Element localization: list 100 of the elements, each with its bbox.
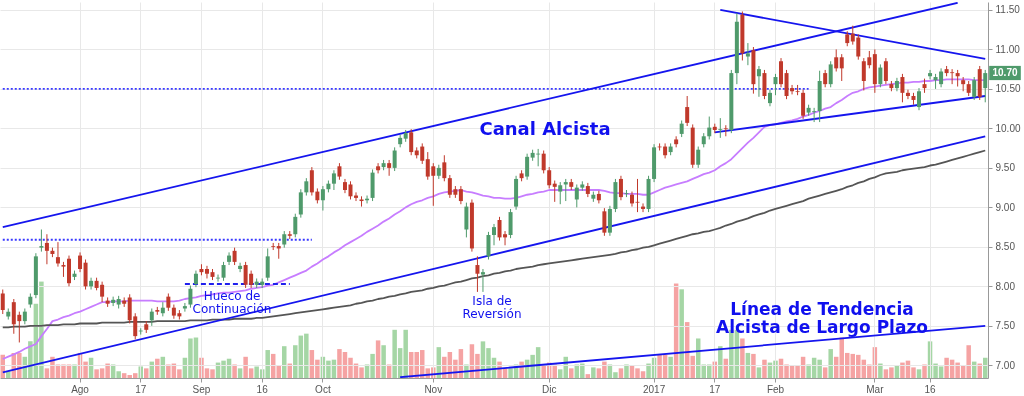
candlestick bbox=[878, 63, 883, 88]
x-tick-label: 16 bbox=[256, 383, 269, 395]
candlestick bbox=[89, 277, 94, 291]
candlestick bbox=[773, 73, 778, 96]
candlestick bbox=[894, 77, 899, 92]
candlestick bbox=[663, 142, 668, 159]
annotation: Línea de Tendencia Alcista de Largo Plazo bbox=[716, 299, 928, 337]
candlestick bbox=[221, 261, 226, 282]
bar bbox=[282, 346, 287, 378]
x-tick-label: Sep bbox=[192, 383, 211, 395]
candlestick bbox=[392, 146, 397, 172]
candlestick bbox=[464, 202, 469, 238]
x-tick-label: 17 bbox=[135, 383, 147, 395]
candlestick bbox=[983, 69, 988, 103]
x-tick-label: 16 bbox=[924, 383, 937, 395]
bar bbox=[922, 364, 927, 378]
bar bbox=[585, 374, 591, 378]
annotation: Canal Alcista bbox=[479, 118, 611, 139]
candlestick bbox=[745, 42, 750, 66]
candlestick bbox=[905, 89, 910, 100]
candlestick bbox=[188, 285, 193, 309]
candlestick bbox=[834, 48, 839, 73]
candlestick bbox=[320, 185, 325, 212]
candlestick bbox=[607, 205, 612, 237]
candlestick bbox=[508, 208, 513, 239]
candlestick bbox=[574, 183, 579, 208]
candlestick bbox=[376, 162, 381, 174]
candlestick bbox=[618, 175, 623, 201]
candlestick bbox=[359, 195, 364, 208]
candlestick bbox=[972, 76, 977, 101]
candlestick bbox=[475, 255, 480, 293]
bar bbox=[878, 363, 883, 378]
candlestick bbox=[492, 223, 496, 246]
candlestick bbox=[917, 87, 922, 111]
bar bbox=[138, 366, 143, 378]
bar bbox=[569, 368, 574, 378]
candlestick bbox=[718, 117, 723, 139]
candlestick bbox=[928, 69, 933, 80]
candlestick bbox=[779, 57, 784, 88]
bar bbox=[232, 364, 237, 378]
candlestick bbox=[707, 116, 712, 140]
candlestick bbox=[883, 57, 888, 85]
text: 10.70 bbox=[992, 67, 1018, 78]
candlestick bbox=[265, 247, 270, 282]
candlestick bbox=[828, 60, 833, 88]
bar bbox=[977, 363, 982, 378]
candlestick bbox=[227, 251, 232, 266]
candlestick bbox=[238, 262, 243, 273]
candlestick bbox=[674, 135, 679, 148]
candlestick bbox=[387, 159, 392, 177]
x-tick-label: Mar bbox=[866, 383, 885, 395]
candlestick bbox=[309, 166, 314, 197]
candlestick bbox=[756, 65, 761, 98]
annotation: Hueco de Continuación bbox=[192, 289, 272, 316]
bar bbox=[618, 368, 624, 378]
candlestick bbox=[558, 181, 563, 205]
candlestick bbox=[0, 289, 5, 315]
candlestick bbox=[596, 190, 601, 204]
bar bbox=[144, 368, 149, 378]
candlestick bbox=[525, 153, 530, 181]
bar bbox=[519, 361, 524, 378]
bar bbox=[740, 338, 745, 378]
candlestick bbox=[204, 265, 209, 279]
bar bbox=[591, 367, 596, 378]
candlestick bbox=[293, 213, 298, 238]
y-tick-label: 10.50 bbox=[995, 83, 1021, 95]
bar bbox=[668, 356, 673, 378]
candlestick bbox=[78, 251, 83, 273]
x-tick-label: 2017 bbox=[642, 383, 666, 395]
bar bbox=[237, 368, 243, 378]
candlestick bbox=[83, 259, 88, 291]
y-tick-label: 11.50 bbox=[995, 4, 1021, 16]
candlestick bbox=[486, 231, 491, 261]
bar bbox=[381, 345, 386, 378]
candlestick bbox=[458, 185, 463, 205]
candlestick bbox=[900, 73, 905, 103]
candlestick bbox=[839, 53, 844, 82]
candlestick bbox=[795, 84, 800, 96]
annotation: Isla de Reversión bbox=[462, 294, 522, 321]
bar bbox=[822, 367, 828, 378]
x-tick-label: Ago bbox=[71, 383, 90, 395]
bar bbox=[624, 364, 629, 378]
bar bbox=[155, 358, 160, 378]
x-tick-label: 17 bbox=[709, 383, 721, 395]
bar bbox=[916, 369, 922, 378]
candlestick bbox=[39, 229, 44, 253]
candlestick bbox=[331, 169, 336, 191]
y-tick-label: 9.00 bbox=[995, 201, 1016, 213]
x-tick-label: Dic bbox=[541, 383, 557, 395]
y-tick-label: 7.00 bbox=[995, 359, 1016, 371]
candlestick bbox=[547, 166, 552, 189]
x-tick-label: Feb bbox=[766, 383, 785, 395]
candlestick bbox=[44, 233, 49, 265]
candlestick bbox=[723, 124, 728, 137]
candlestick bbox=[552, 180, 557, 203]
y-tick-label: 10.00 bbox=[995, 122, 1021, 134]
bar bbox=[756, 367, 762, 378]
candlestick bbox=[629, 191, 634, 208]
bar bbox=[557, 369, 563, 378]
candlestick bbox=[762, 69, 767, 100]
